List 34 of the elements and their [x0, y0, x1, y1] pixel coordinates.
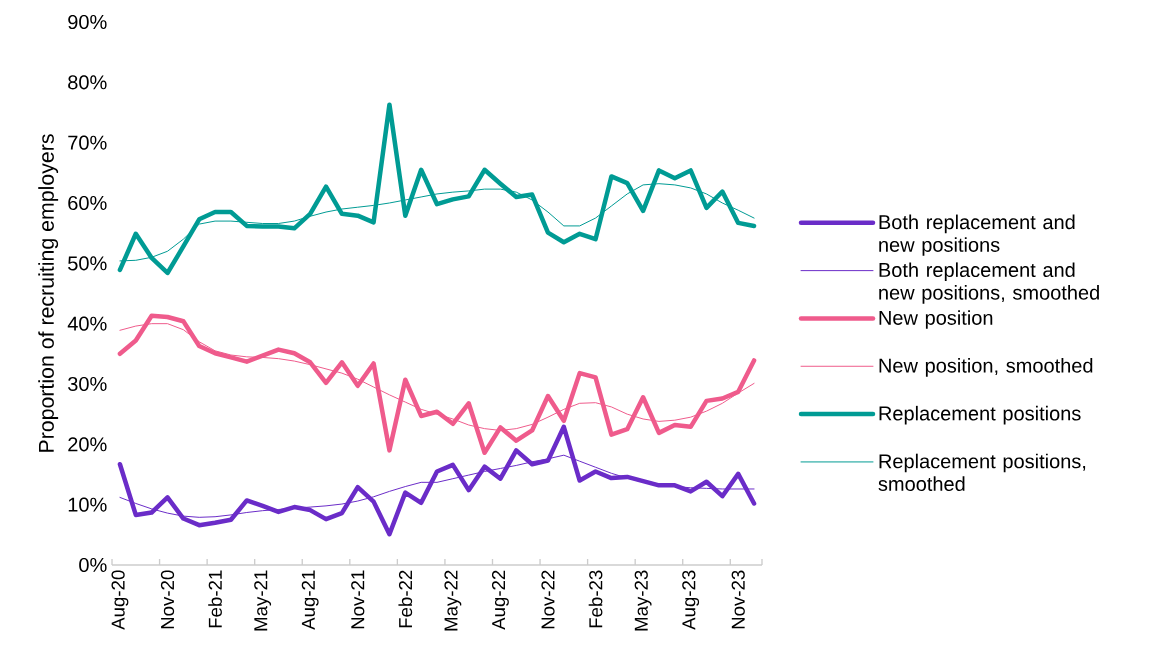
x-tick-label: Nov-20: [160, 570, 175, 629]
y-tick-label: 80%: [68, 75, 107, 90]
y-tick-label: 10%: [68, 497, 107, 512]
legend-label: Replacement positions, smoothed: [878, 453, 1086, 492]
x-tick-label: Aug-21: [301, 570, 319, 630]
x-tick-label: Nov-21: [351, 570, 365, 629]
y-tick-label: 20%: [68, 437, 107, 452]
x-tick-label: May-22: [444, 570, 462, 631]
legend-label: New position: [879, 310, 993, 329]
line-series: [117, 102, 757, 276]
x-tick-label: Feb-23: [588, 570, 603, 628]
x-tick-label: May-21: [254, 570, 272, 631]
legend-label: New position, smoothed: [879, 358, 1093, 377]
x-tick-label: Aug-20: [111, 570, 129, 630]
x-tick-label: Feb-22: [398, 570, 413, 628]
y-tick-label: 50%: [68, 256, 107, 271]
line-series: [117, 424, 757, 537]
legend-label: Both replacement and new positions: [879, 214, 1075, 256]
x-tick-label: Nov-22: [541, 570, 555, 629]
y-tick-label: 70%: [68, 135, 107, 150]
y-tick-label: 0%: [79, 557, 107, 573]
y-tick-label: 60%: [68, 195, 107, 211]
legend-label: Both replacement and new positions, smoothed: [879, 262, 1099, 304]
x-tick-label: May-23: [634, 570, 652, 631]
legend-label: Replacement positions: [879, 405, 1081, 425]
x-tick-label: Aug-22: [491, 570, 509, 630]
line-series: [117, 313, 757, 456]
y-tick-label: 30%: [68, 376, 107, 392]
y-tick-label: 40%: [67, 316, 107, 331]
x-tick-label: Feb-21: [208, 570, 222, 628]
x-tick-label: Nov-23: [731, 570, 745, 629]
x-tick-label: Aug-23: [682, 570, 700, 630]
y-axis-title: Proportion of recruiting employers: [38, 134, 59, 452]
y-tick-label: 90%: [68, 14, 107, 30]
